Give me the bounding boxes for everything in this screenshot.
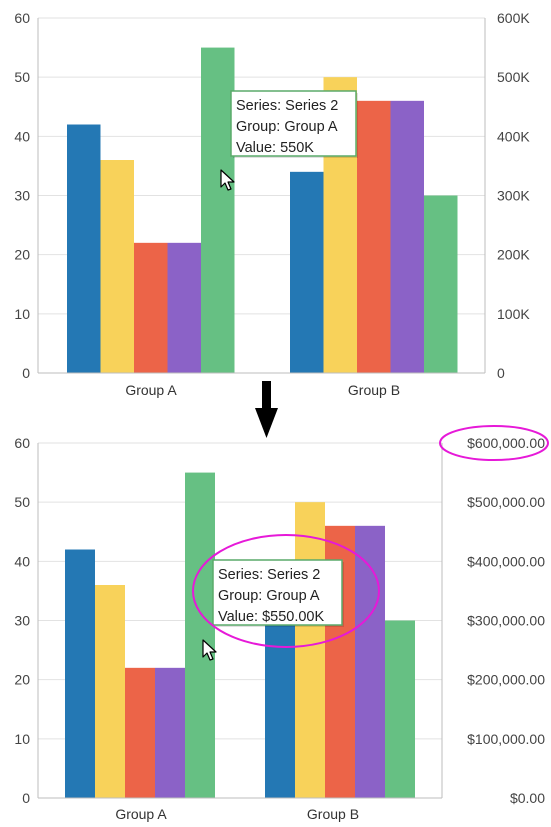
x-category-label: Group B bbox=[348, 382, 400, 398]
x-category-label: Group A bbox=[115, 806, 167, 822]
y2-tick-label: $400,000.00 bbox=[467, 553, 545, 569]
mouse-pointer-icon bbox=[220, 169, 235, 191]
arrow-down-icon bbox=[255, 381, 278, 438]
y2-tick-label: 500K bbox=[497, 69, 530, 85]
bar-series-5-group-a[interactable] bbox=[201, 47, 235, 373]
y2-tick-label: $600,000.00 bbox=[467, 435, 545, 451]
bar-series-3-group-a[interactable] bbox=[125, 667, 155, 798]
y-tick-label: 40 bbox=[14, 128, 30, 144]
tooltip: Series: Series 2 Group: Group A Value: 550… bbox=[230, 90, 358, 158]
y2-tick-label: $500,000.00 bbox=[467, 494, 545, 510]
y-tick-label: 10 bbox=[14, 731, 30, 747]
y-tick-label: 20 bbox=[14, 247, 30, 263]
bar-series-1-group-a[interactable] bbox=[67, 124, 101, 374]
bars bbox=[65, 472, 415, 799]
y-tick-label: 40 bbox=[14, 553, 30, 569]
tooltip-line: Group: Group A bbox=[236, 119, 338, 135]
y-tick-label: 0 bbox=[22, 790, 30, 806]
y-tick-label: 60 bbox=[14, 10, 30, 26]
x-category-label: Group B bbox=[307, 806, 359, 822]
tooltip-line: Value: $550.00K bbox=[218, 609, 324, 625]
y2-tick-label: 0 bbox=[497, 365, 505, 381]
y2-tick-label: $0.00 bbox=[510, 790, 545, 806]
y2-tick-label: 600K bbox=[497, 10, 530, 26]
bar-series-4-group-b[interactable] bbox=[390, 100, 425, 373]
bar-series-5-group-b[interactable] bbox=[424, 195, 458, 374]
y2-tick-label: 200K bbox=[497, 247, 530, 263]
bar-series-1-group-b[interactable] bbox=[265, 596, 295, 798]
highlight-oval-tooltip bbox=[192, 534, 380, 648]
tooltip-line: Value: 550K bbox=[236, 140, 314, 156]
tooltip-line: Group: Group A bbox=[218, 588, 320, 604]
bar-series-2-group-b[interactable] bbox=[295, 502, 325, 798]
y2-tick-label: 100K bbox=[497, 306, 530, 322]
bar-series-4-group-a[interactable] bbox=[167, 242, 202, 373]
y-tick-label: 60 bbox=[14, 435, 30, 451]
y-tick-label: 0 bbox=[22, 365, 30, 381]
bars bbox=[67, 47, 458, 374]
tooltip-line: Series: Series 2 bbox=[218, 567, 320, 583]
y2-tick-label: $200,000.00 bbox=[467, 672, 545, 688]
tooltip: Series: Series 2 Group: Group A Value: $55… bbox=[212, 559, 344, 627]
chart-after: 0 10 20 30 40 50 60 $0.00 $100,000.00 $200,000.00… bbox=[14, 425, 549, 822]
bar-series-4-group-a[interactable] bbox=[155, 667, 185, 798]
bar-series-3-group-a[interactable] bbox=[134, 242, 168, 373]
y-tick-label: 50 bbox=[14, 69, 30, 85]
y2-tick-label: $100,000.00 bbox=[467, 731, 545, 747]
y-tick-label: 30 bbox=[14, 188, 30, 204]
mouse-pointer-icon bbox=[202, 639, 217, 661]
chart-before: 0 10 20 30 40 50 60 0 100K 200K 300K 400K 500K 600K Gr… bbox=[14, 10, 530, 398]
y-tick-label: 10 bbox=[14, 306, 30, 322]
bar-series-2-group-a[interactable] bbox=[95, 585, 125, 798]
y-tick-label: 20 bbox=[14, 672, 30, 688]
bar-series-4-group-b[interactable] bbox=[355, 525, 385, 798]
x-category-label: Group A bbox=[125, 382, 177, 398]
bar-series-3-group-b[interactable] bbox=[357, 100, 391, 373]
y2-tick-label: $300,000.00 bbox=[467, 613, 545, 629]
highlight-oval-axis-max bbox=[439, 425, 549, 461]
bar-series-1-group-b[interactable] bbox=[290, 171, 324, 373]
bar-series-1-group-a[interactable] bbox=[65, 549, 95, 799]
y2-tick-label: 400K bbox=[497, 128, 530, 144]
tooltip-box bbox=[212, 559, 343, 626]
y-tick-label: 50 bbox=[14, 494, 30, 510]
tooltip-line: Series: Series 2 bbox=[236, 98, 338, 114]
tooltip-box bbox=[230, 90, 357, 157]
bar-series-2-group-a[interactable] bbox=[100, 160, 135, 373]
y-tick-label: 30 bbox=[14, 613, 30, 629]
bar-series-5-group-b[interactable] bbox=[385, 620, 415, 799]
bar-series-5-group-a[interactable] bbox=[185, 472, 215, 798]
y2-tick-label: 300K bbox=[497, 188, 530, 204]
